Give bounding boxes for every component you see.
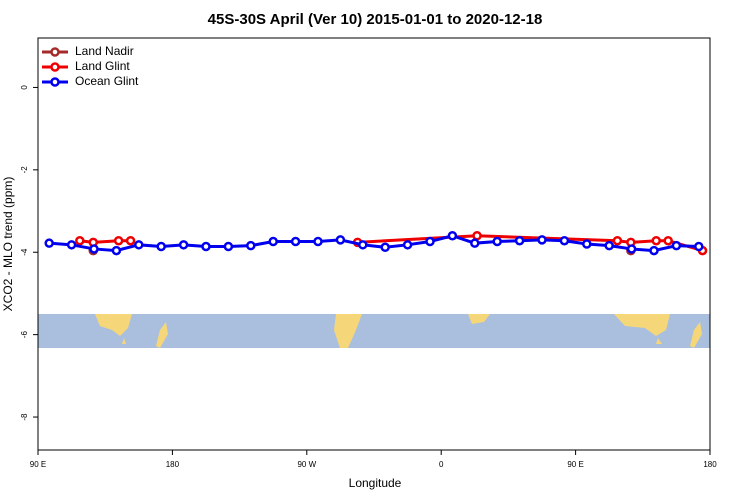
data-point [537,235,547,245]
data-point [111,245,122,256]
data-point [612,235,623,246]
data-point [268,236,278,247]
y-tick-label: -6 [20,331,29,339]
y-tick-label: -4 [20,248,29,256]
x-tick-label: 90 W [297,460,316,469]
map-strip [38,314,710,348]
data-point [156,241,166,252]
y-tick-label: 0 [20,85,29,90]
data-point [470,238,480,248]
data-point [694,241,704,252]
legend-marker [50,47,60,57]
legend-label: Land Nadir [75,44,134,58]
data-point [447,231,458,241]
data-point [201,241,211,252]
data-point [380,242,390,253]
series-line [49,234,699,253]
data-point [402,240,413,250]
data-point [290,236,301,247]
y-tick-label: -8 [20,413,29,421]
data-point [223,241,234,252]
data-point [472,231,482,241]
legend-label: Ocean Glint [75,74,139,88]
data-point [425,236,435,247]
data-point [663,235,673,246]
y-axis-label: XCO2 - MLO trend (ppm) [1,177,15,312]
data-point [604,240,614,251]
x-axis-label: Longitude [349,476,402,490]
data-point [559,235,570,246]
data-point [113,235,124,246]
data-point [89,244,99,254]
data-point [671,240,682,251]
data-point [246,240,256,251]
data-point [651,235,661,246]
data-point [358,240,368,250]
data-point [75,235,85,246]
x-tick-label: 0 [439,460,444,469]
plot-frame [37,37,711,451]
data-point [134,240,144,250]
data-point [514,235,525,246]
data-point [313,236,323,247]
data-point [44,238,54,248]
data-point [66,240,77,250]
chart-title: 45S-30S April (Ver 10) 2015-01-01 to 202… [208,11,543,28]
data-point [649,245,659,256]
data-point [178,240,189,250]
x-tick-label: 90 E [30,460,46,469]
data-point [125,235,136,246]
x-tick-label: 180 [166,460,180,469]
data-point [492,236,502,247]
legend-marker [50,62,60,72]
legend-label: Land Glint [75,59,130,73]
data-point [582,239,592,249]
legend-marker [50,77,60,87]
data-point [335,235,346,245]
x-tick-label: 180 [703,460,717,469]
data-point [626,244,637,254]
x-tick-label: 90 E [567,460,583,469]
y-tick-label: -2 [20,166,29,174]
